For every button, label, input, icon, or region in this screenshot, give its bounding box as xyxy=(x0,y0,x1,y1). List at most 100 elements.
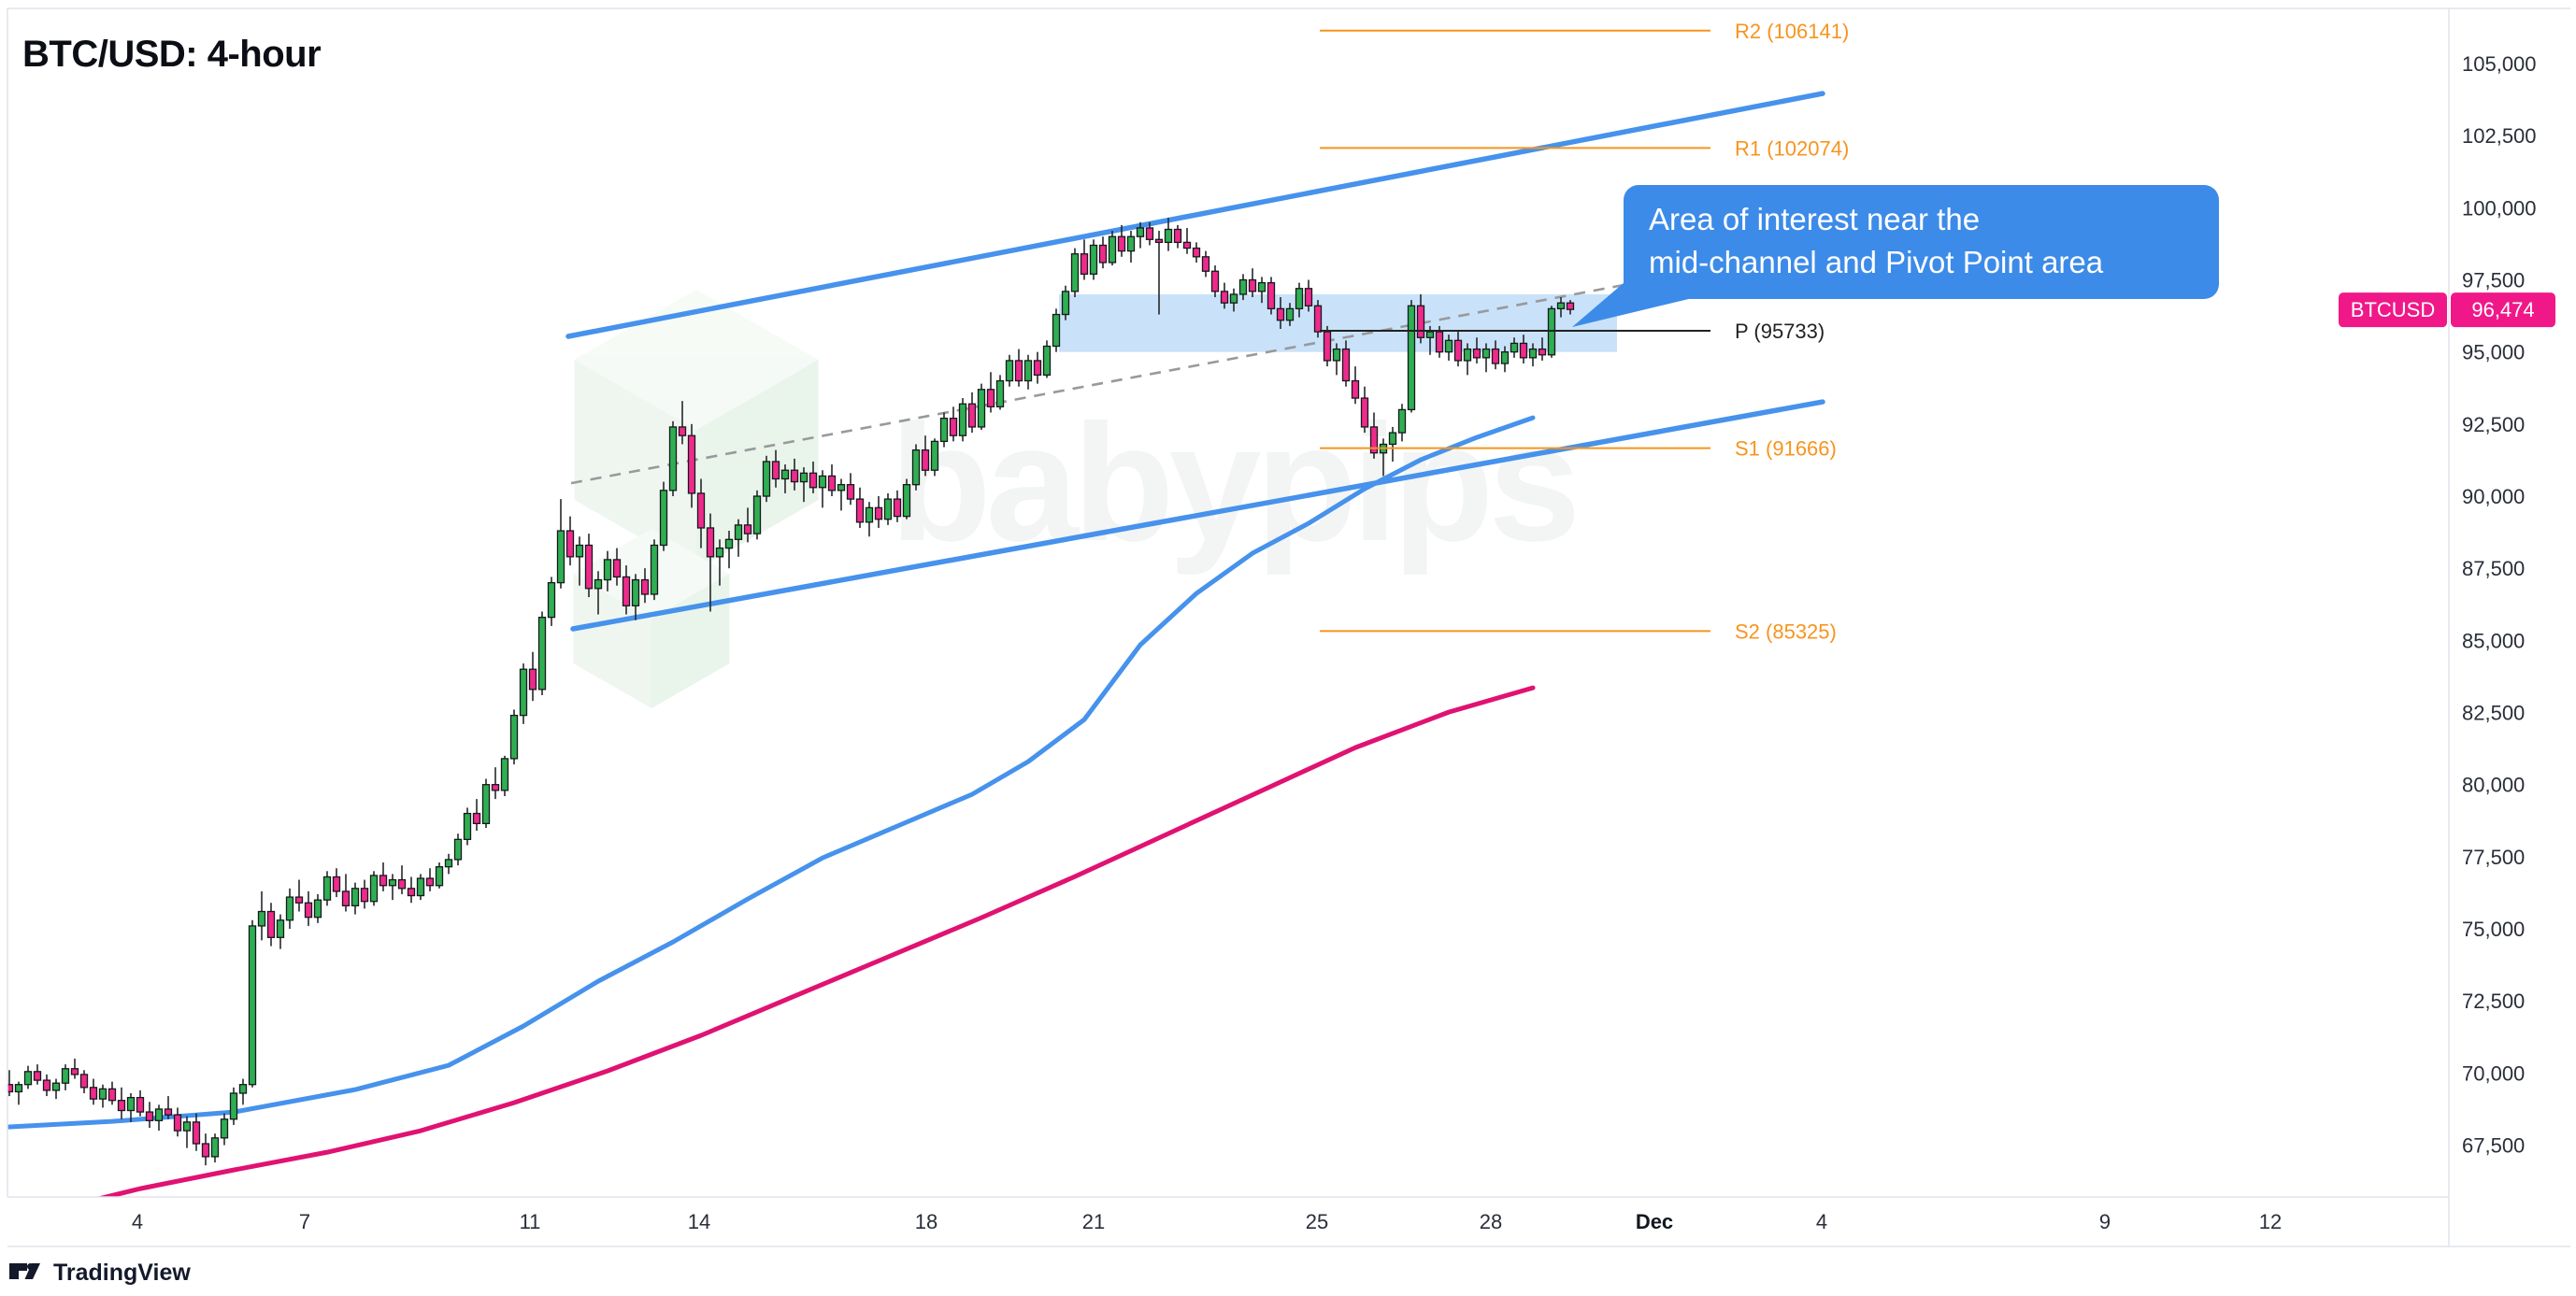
tradingview-logo-icon xyxy=(9,1262,40,1279)
price-axis-label: 92,500 xyxy=(2462,413,2525,436)
candle-body-down xyxy=(33,1071,42,1081)
candle-body-down xyxy=(1351,379,1360,399)
callout[interactable]: Area of interest near the mid-channel and… xyxy=(1572,185,2219,327)
candle-body-up xyxy=(537,617,547,691)
candle-body-up xyxy=(594,578,603,590)
candle-body-down xyxy=(893,498,902,518)
candle-body-up xyxy=(1089,244,1098,275)
candle-body-down xyxy=(136,1096,145,1113)
candle-body-down xyxy=(341,890,351,906)
candle-body-down xyxy=(192,1121,201,1145)
candle-body-down xyxy=(407,888,416,897)
candle-body-up xyxy=(435,866,444,887)
candle-body-down xyxy=(1453,339,1463,362)
candle-body-up xyxy=(650,544,659,595)
candle-body-down xyxy=(1323,331,1332,362)
candle-body-up xyxy=(463,812,472,840)
candle-body-down xyxy=(89,1087,98,1100)
candle-body-down xyxy=(1313,305,1323,333)
pivot-label[interactable]: S2 (85325) xyxy=(1735,620,1837,643)
candle-body-up xyxy=(668,426,678,491)
pivot-label[interactable]: R1 (102074) xyxy=(1735,136,1849,160)
pivot-label[interactable]: P (95733) xyxy=(1735,320,1825,343)
candle-body-up xyxy=(1164,228,1173,244)
candle-body-down xyxy=(145,1111,154,1121)
pivot-label[interactable]: S1 (91666) xyxy=(1735,437,1837,461)
time-axis-label: 21 xyxy=(1082,1210,1105,1233)
candle-body-down xyxy=(294,896,304,904)
candle-body-up xyxy=(1425,331,1435,338)
price-axis[interactable]: 105,000 102,500 100,000 97,500 95,000 92,500 9… xyxy=(2462,52,2537,1158)
candle-body-down xyxy=(42,1079,51,1091)
candle-body-up xyxy=(238,1084,248,1094)
candle-body-up xyxy=(1295,288,1304,310)
candle-body-up xyxy=(1510,342,1519,353)
candle-body-up xyxy=(865,506,874,523)
badge-symbol: BTCUSD xyxy=(2351,298,2435,321)
candle-body-up xyxy=(1061,291,1070,316)
price-axis-label: 82,500 xyxy=(2462,702,2525,725)
candle-body-down xyxy=(1435,331,1444,353)
candle-body-up xyxy=(276,919,285,938)
candle-body-up xyxy=(23,1071,33,1086)
price-axis-label: 77,500 xyxy=(2462,846,2525,869)
candle-body-down xyxy=(1416,305,1425,338)
candle-body-down xyxy=(1210,270,1220,292)
candle-body-down xyxy=(491,784,500,791)
candle-body-up xyxy=(453,838,463,861)
candle-body-up xyxy=(220,1118,229,1139)
candle-body-down xyxy=(678,426,687,436)
candle-body-up xyxy=(603,559,612,581)
candle-body-down xyxy=(1369,426,1379,454)
candle-body-down xyxy=(1519,342,1528,359)
candle-body-down xyxy=(332,876,341,892)
price-axis-label: 67,500 xyxy=(2462,1134,2525,1158)
pivot-label[interactable]: R2 (106141) xyxy=(1735,20,1849,43)
candle-body-up xyxy=(715,547,724,558)
candle-body-up xyxy=(1388,432,1397,446)
candle-body-down xyxy=(1566,302,1575,310)
candle-body-up xyxy=(1126,235,1136,252)
candle-body-down xyxy=(687,434,696,494)
candle-body-up xyxy=(818,475,827,489)
candle-body-up xyxy=(1285,307,1295,321)
time-axis-label: 25 xyxy=(1306,1210,1328,1233)
candle-body-down xyxy=(640,578,650,595)
candle-body-up xyxy=(575,544,584,558)
time-axis-label: 12 xyxy=(2259,1210,2282,1233)
candle-body-up xyxy=(509,714,519,760)
candle-body-down xyxy=(107,1088,117,1102)
candle-body-up xyxy=(1407,305,1416,411)
chart-frame xyxy=(7,7,2570,1247)
candle-body-up xyxy=(229,1092,238,1120)
candle-body-up xyxy=(762,461,771,497)
time-axis[interactable]: 4 7 11 14 18 21 25 28 Dec 4 9 12 xyxy=(132,1210,2282,1233)
badge-value: 96,474 xyxy=(2471,298,2534,321)
candle-body-down xyxy=(1267,281,1276,310)
candle-body-up xyxy=(313,899,322,919)
candle-body-down xyxy=(1014,360,1023,382)
candle-body-up xyxy=(977,389,986,428)
callout-text-line1: Area of interest near the xyxy=(1649,202,1980,236)
candle-body-up xyxy=(752,495,762,534)
candle-body-down xyxy=(809,472,818,489)
candle-body-down xyxy=(70,1068,79,1075)
candle-body-up xyxy=(1463,348,1472,362)
time-axis-label: 4 xyxy=(1816,1210,1827,1233)
candle-body-up xyxy=(285,896,294,921)
time-axis-label: 9 xyxy=(2099,1210,2111,1233)
channel-mid-dashed-line xyxy=(570,246,1824,485)
candle-body-down xyxy=(612,559,622,578)
candle-body-down xyxy=(1360,397,1369,428)
candle-body-down xyxy=(304,902,313,919)
candle-body-up xyxy=(1052,313,1061,348)
candle-body-up xyxy=(1005,360,1014,382)
candle-body-down xyxy=(425,877,435,887)
candle-body-down xyxy=(201,1143,210,1158)
channel-lower-line xyxy=(570,399,1825,632)
candle-body-up xyxy=(1136,227,1145,237)
candle-body-up xyxy=(958,403,967,436)
candle-body-down xyxy=(79,1074,89,1089)
candle-body-down xyxy=(771,461,780,480)
